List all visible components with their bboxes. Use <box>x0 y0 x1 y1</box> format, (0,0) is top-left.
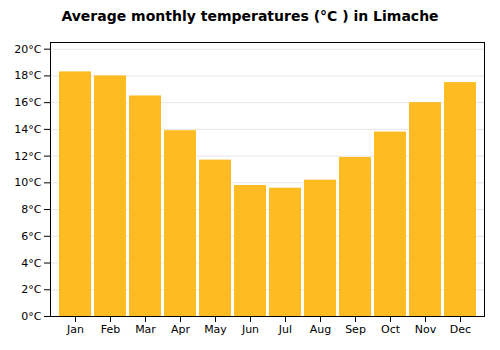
svg-text:Feb: Feb <box>101 323 120 336</box>
svg-text:Sep: Sep <box>345 323 366 336</box>
svg-text:Jun: Jun <box>241 323 259 336</box>
svg-text:0°C: 0°C <box>21 310 41 323</box>
svg-text:4°C: 4°C <box>21 257 41 270</box>
svg-text:6°C: 6°C <box>21 230 41 243</box>
svg-text:Jan: Jan <box>66 323 84 336</box>
svg-text:May: May <box>204 323 227 336</box>
svg-text:Mar: Mar <box>135 323 156 336</box>
html-text:Average monthly temperatures (: Average monthly temperatures (°C ) in Li… <box>61 8 439 24</box>
svg-text:Aug: Aug <box>310 323 331 336</box>
svg-text:16°C: 16°C <box>14 96 41 109</box>
svg-text:8°C: 8°C <box>21 203 41 216</box>
svg-text:18°C: 18°C <box>14 69 41 82</box>
svg-text:14°C: 14°C <box>14 123 41 136</box>
svg-text:10°C: 10°C <box>14 176 41 189</box>
svg-text:2°C: 2°C <box>21 283 41 296</box>
svg-text:Nov: Nov <box>415 323 437 336</box>
svg-text:Jul: Jul <box>278 323 292 336</box>
svg-text:Apr: Apr <box>171 323 191 336</box>
svg-text:20°C: 20°C <box>14 43 41 56</box>
svg-text:Dec: Dec <box>450 323 471 336</box>
svg-text:Oct: Oct <box>381 323 401 336</box>
svg-text:12°C: 12°C <box>14 150 41 163</box>
